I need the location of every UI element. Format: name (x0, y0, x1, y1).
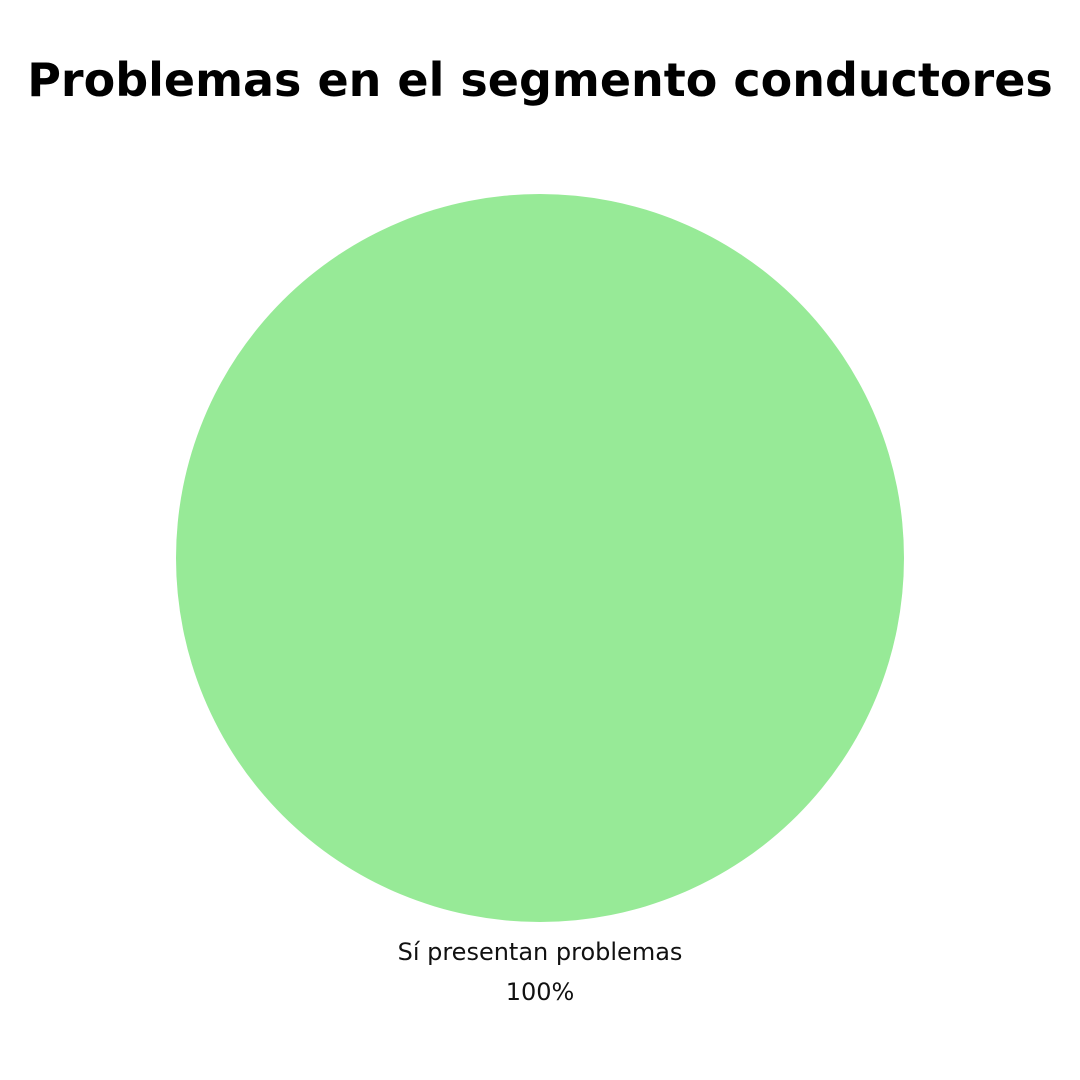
slice-value-label-0: 100% (506, 978, 575, 1006)
slice-label-0: Sí presentan problemas (398, 938, 683, 966)
pie-slices (176, 194, 904, 922)
pie-slice-0 (176, 194, 904, 922)
pie-labels: Sí presentan problemas 100% (398, 938, 683, 1006)
chart-title: Problemas en el segmento conductores (27, 53, 1053, 107)
